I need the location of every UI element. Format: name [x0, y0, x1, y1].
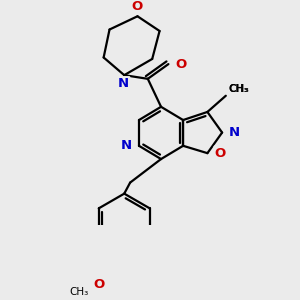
Text: N: N [229, 126, 240, 139]
Text: N: N [118, 77, 129, 90]
Text: O: O [131, 0, 142, 13]
Text: N: N [121, 139, 132, 152]
Text: O: O [215, 147, 226, 160]
Text: CH₃: CH₃ [228, 83, 247, 94]
Text: CH₃: CH₃ [69, 287, 88, 297]
Text: O: O [94, 278, 105, 291]
Text: O: O [176, 58, 187, 70]
Text: CH₃: CH₃ [228, 83, 249, 94]
